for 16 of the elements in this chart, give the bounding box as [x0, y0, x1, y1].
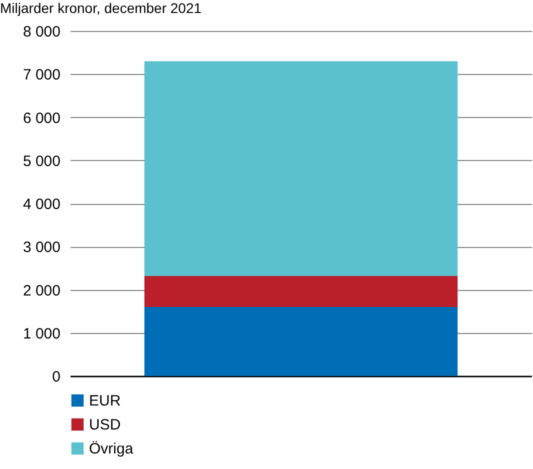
y-tick-label: 1 000	[22, 325, 60, 342]
bar	[144, 61, 458, 276]
bar	[144, 276, 458, 307]
legend-label: EUR	[89, 392, 121, 410]
chart-subtitle: Miljarder kronor, december 2021	[0, 0, 202, 16]
y-tick-label: 5 000	[22, 152, 60, 170]
y-tick-label: 8 000	[22, 24, 60, 40]
legend-label: Övriga	[89, 440, 134, 458]
y-tick-label: 2 000	[22, 282, 60, 300]
y-tick-label: 7 000	[22, 66, 60, 84]
bar	[144, 307, 458, 376]
legend-label: USD	[89, 416, 121, 434]
y-tick-label: 0	[52, 368, 60, 386]
y-tick-label: 3 000	[22, 239, 60, 256]
y-tick-label: 6 000	[22, 110, 60, 127]
y-tick-label: 4 000	[22, 196, 60, 213]
